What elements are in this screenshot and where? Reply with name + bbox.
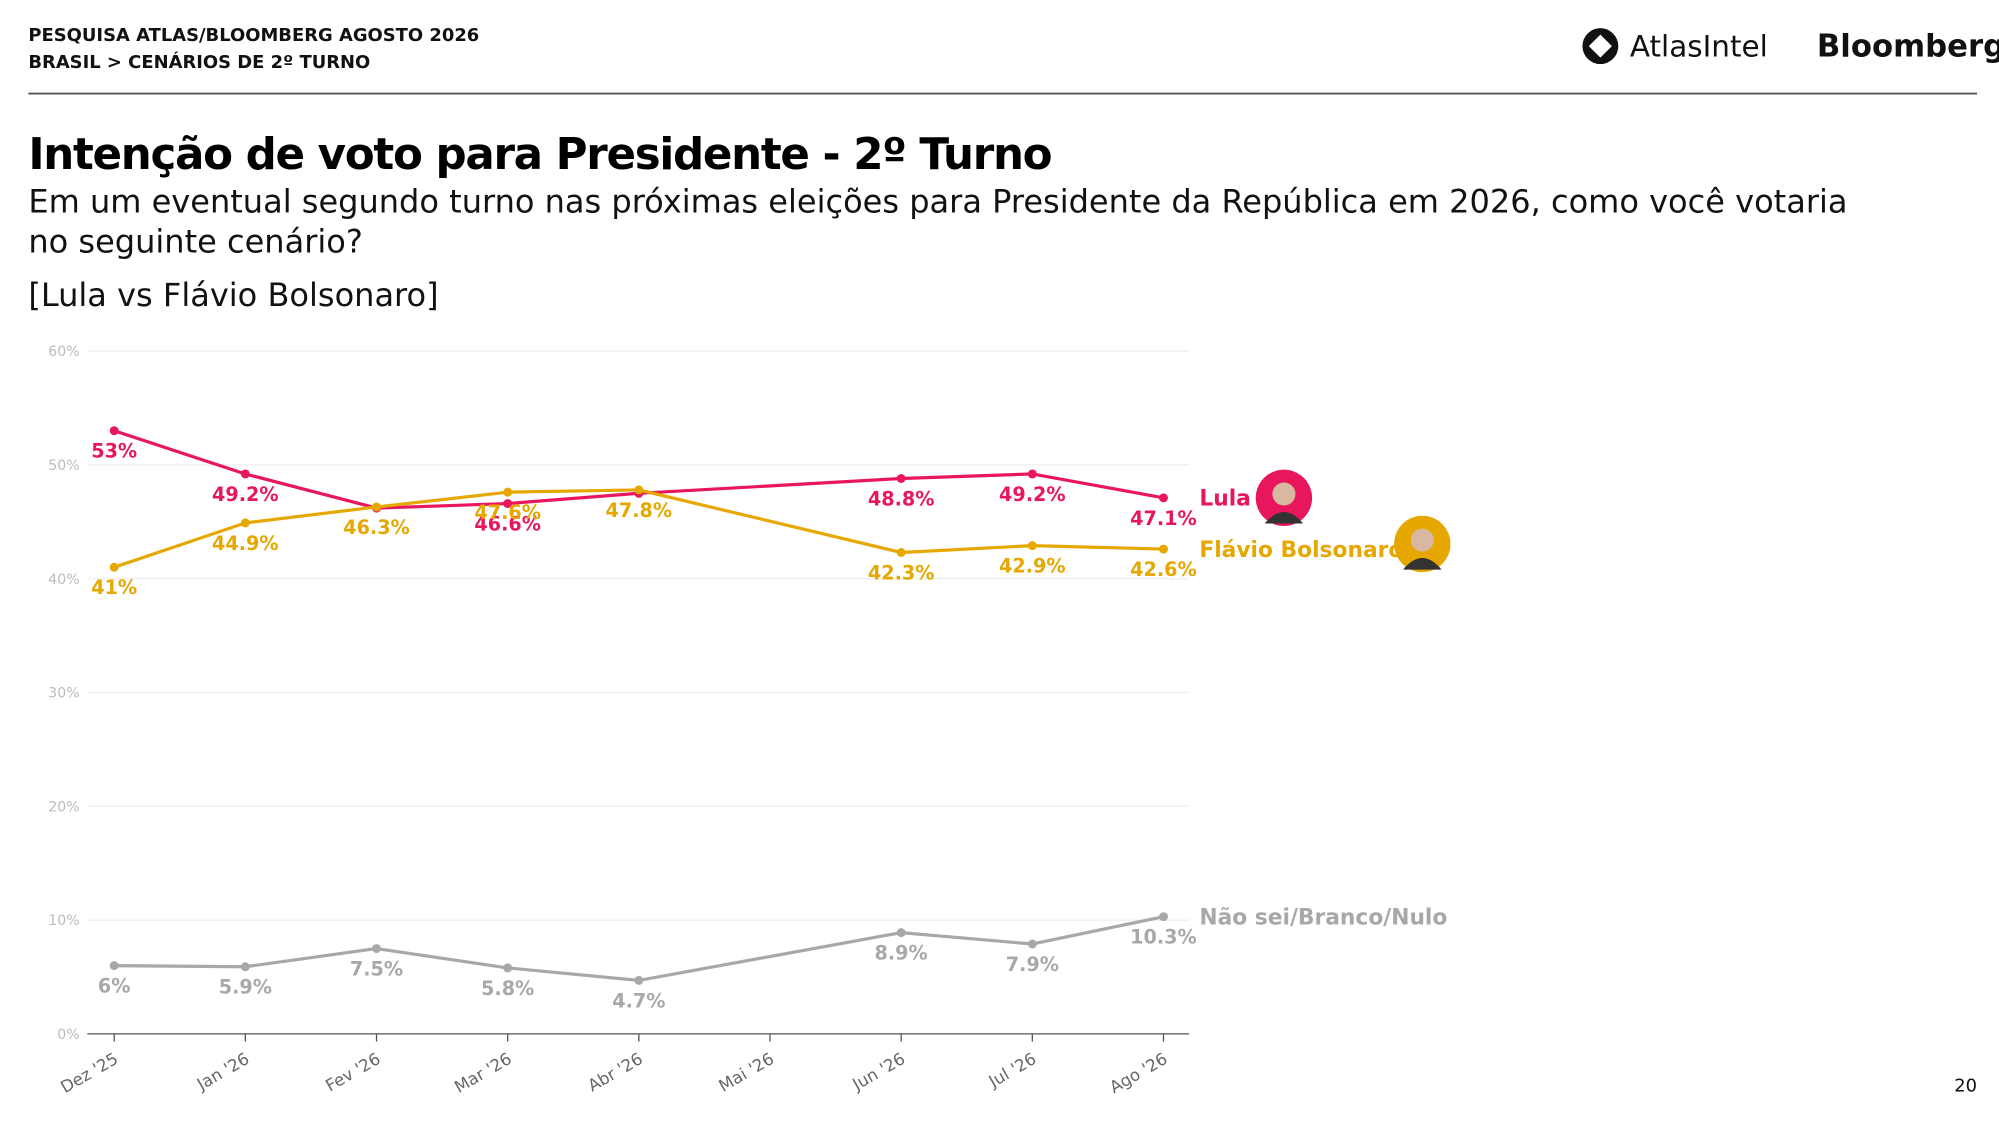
data-label: 49.2% — [212, 483, 279, 506]
data-label: 47.1% — [1130, 507, 1197, 530]
data-point — [503, 487, 513, 497]
section-label: BRASIL > CENÁRIOS DE 2º TURNO — [28, 51, 370, 73]
data-point — [896, 474, 906, 483]
bloomberg-logo: Bloomberg — [1817, 28, 1999, 64]
data-label: 42.3% — [868, 561, 935, 584]
data-point — [634, 485, 644, 495]
series-line — [114, 915, 1164, 983]
data-label: 46.6% — [474, 512, 541, 535]
portrait-body — [1264, 511, 1304, 524]
data-point — [240, 962, 250, 972]
data-point — [503, 499, 513, 509]
data-label: 5.8% — [481, 977, 534, 1000]
plot: 0% 10% 20% 30% 40% 50% 60% Dez '25 Jan '26 Fev '2… — [48, 344, 1451, 1097]
y-tick-label: 50% — [48, 458, 79, 474]
data-point — [109, 426, 119, 436]
data-label: 5.9% — [219, 976, 272, 999]
data-point — [896, 548, 906, 557]
portrait-body — [1403, 558, 1442, 570]
data-label: 4.7% — [612, 989, 665, 1012]
series-line — [113, 429, 1164, 510]
subtitle-line: no seguinte cenário? — [28, 222, 363, 260]
legend-label: Flávio Bolsonaro — [1199, 538, 1403, 563]
x-tick-label: Mai '26 — [715, 1049, 777, 1096]
legend-label: Lula — [1199, 487, 1251, 512]
data-label: 7.5% — [350, 957, 403, 980]
data-label: 49.2% — [999, 483, 1066, 506]
subtitle-line: Em um eventual segundo turno nas próxima… — [28, 183, 1847, 221]
portrait-face — [1272, 482, 1296, 506]
x-tick-label: Ago '26 — [1106, 1049, 1170, 1097]
legend-label: Não sei/Branco/Nulo — [1199, 905, 1447, 930]
data-label: 47.6% — [474, 501, 541, 524]
x-tick-label: Jun '26 — [849, 1049, 909, 1094]
data-point — [1159, 912, 1168, 922]
data-point — [240, 469, 250, 479]
data-label: 46.3% — [343, 516, 410, 539]
data-label: 10.3% — [1130, 926, 1197, 949]
data-point — [109, 961, 119, 971]
data-point — [896, 928, 906, 938]
x-tick-label: Jul '26 — [985, 1049, 1040, 1092]
data-point — [503, 963, 513, 973]
x-tick-label: Abr '26 — [585, 1049, 646, 1095]
data-label: 44.9% — [212, 532, 279, 555]
data-label: 8.9% — [875, 942, 928, 965]
chart-title: Intenção de voto para Presidente - 2º Tu… — [28, 130, 1051, 180]
data-point — [1027, 541, 1037, 551]
data-point — [240, 518, 250, 528]
data-point — [1159, 493, 1168, 503]
y-tick-label: 10% — [48, 913, 79, 929]
data-label: 6% — [98, 975, 131, 998]
y-tick-label: 30% — [48, 686, 79, 702]
x-tick-label: Fev '26 — [322, 1049, 383, 1095]
data-point — [372, 502, 382, 512]
data-point — [109, 562, 119, 572]
atlas-logo: AtlasIntel — [1630, 29, 1768, 63]
data-point — [1159, 544, 1168, 554]
y-tick-label: 0% — [57, 1027, 79, 1043]
data-point — [372, 944, 382, 954]
data-label: 7.9% — [1006, 953, 1059, 976]
scenario-label: [Lula vs Flávio Bolsonaro] — [28, 276, 438, 314]
data-label: 53% — [91, 440, 137, 463]
x-tick-label: Jan '26 — [193, 1049, 252, 1094]
data-label: 47.8% — [606, 499, 673, 522]
x-tick-label: Dez '25 — [57, 1049, 121, 1097]
data-label: 42.9% — [999, 555, 1066, 578]
y-tick-label: 60% — [48, 344, 79, 360]
data-point — [634, 975, 644, 985]
portrait-face — [1410, 528, 1434, 552]
series-line — [113, 488, 1164, 569]
data-point — [1027, 469, 1037, 479]
page-number: 20 — [1954, 1076, 1977, 1097]
survey-label: PESQUISA ATLAS/BLOOMBERG AGOSTO 2026 — [28, 25, 479, 46]
y-tick-label: 40% — [48, 572, 79, 588]
data-point — [1027, 939, 1037, 949]
data-label: 48.8% — [868, 487, 935, 510]
data-label: 41% — [91, 576, 137, 599]
x-tick-label: Mar '26 — [451, 1049, 515, 1097]
y-tick-label: 20% — [48, 799, 79, 815]
data-label: 42.6% — [1130, 558, 1197, 581]
